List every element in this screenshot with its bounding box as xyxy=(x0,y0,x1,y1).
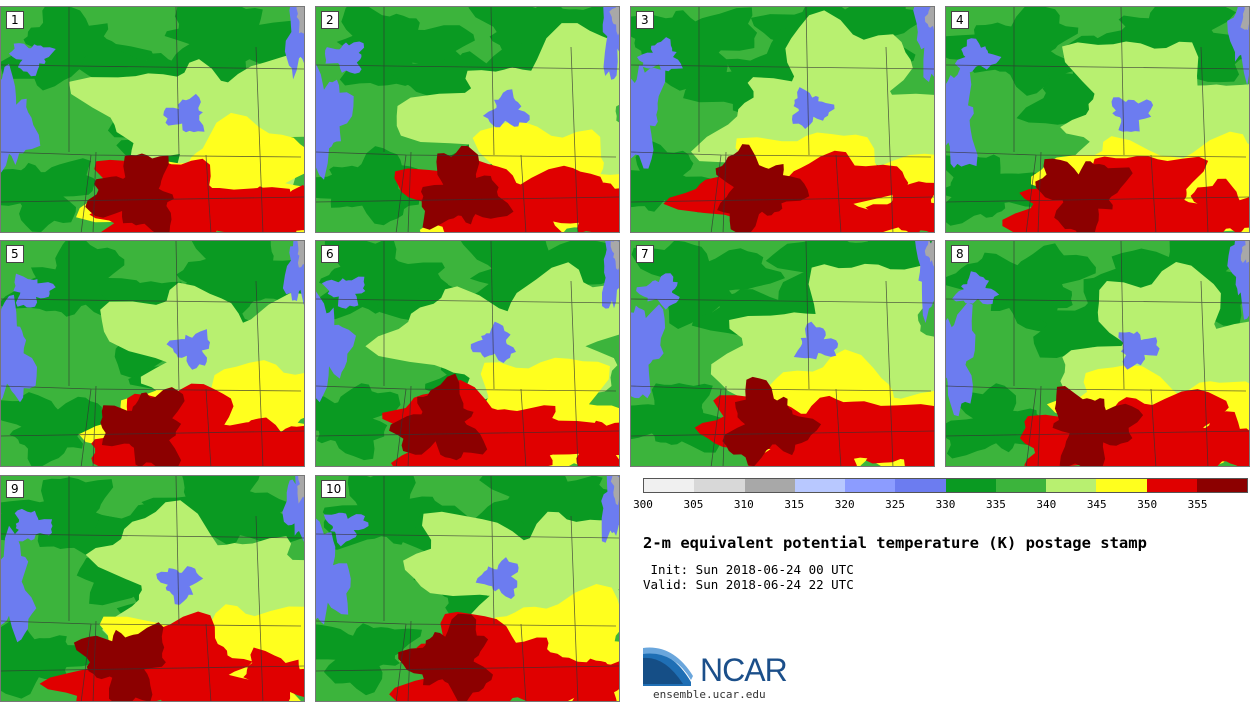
colorbar-segment xyxy=(694,479,745,492)
member-panel-4: 4 xyxy=(945,6,1250,233)
member-number: 9 xyxy=(6,480,24,498)
member-panel-8: 8 xyxy=(945,240,1250,467)
colorbar-tick-label: 305 xyxy=(683,498,704,511)
colorbar-tick-label: 335 xyxy=(985,498,1006,511)
colorbar-tick-label: 330 xyxy=(935,498,956,511)
colorbar xyxy=(643,478,1248,493)
theta-e-map xyxy=(946,7,1249,232)
colorbar-tick-label: 355 xyxy=(1187,498,1208,511)
theta-e-map xyxy=(946,241,1249,466)
init-time: Init: Sun 2018-06-24 00 UTC xyxy=(643,562,854,577)
colorbar-segment xyxy=(845,479,896,492)
colorbar-segment xyxy=(794,479,845,492)
member-panel-3: 3 xyxy=(630,6,935,233)
colorbar-segment xyxy=(1096,479,1147,492)
colorbar-tick-label: 350 xyxy=(1137,498,1158,511)
colorbar-segment xyxy=(1196,479,1247,492)
theta-e-map xyxy=(631,241,934,466)
theta-e-map xyxy=(1,7,304,232)
theta-e-map xyxy=(316,476,619,701)
member-number: 3 xyxy=(636,11,654,29)
member-number: 5 xyxy=(6,245,24,263)
member-number: 8 xyxy=(951,245,969,263)
logo-wordmark: NCAR xyxy=(700,652,788,688)
colorbar-tick-label: 310 xyxy=(733,498,754,511)
colorbar-tick-label: 315 xyxy=(784,498,805,511)
member-panel-9: 9 xyxy=(0,475,305,702)
member-number: 2 xyxy=(321,11,339,29)
member-number: 4 xyxy=(951,11,969,29)
colorbar-segment xyxy=(1046,479,1097,492)
colorbar-tick-label: 345 xyxy=(1086,498,1107,511)
theta-e-map xyxy=(316,241,619,466)
logo-url: ensemble.ucar.edu xyxy=(653,688,766,701)
member-panel-5: 5 xyxy=(0,240,305,467)
theta-e-map xyxy=(1,241,304,466)
colorbar-segment xyxy=(744,479,795,492)
theta-e-map xyxy=(316,7,619,232)
colorbar-segment xyxy=(995,479,1046,492)
colorbar-ticks: 300 305 310 315 320 325 330 335 340 345 350 355 xyxy=(633,498,1248,512)
member-number: 1 xyxy=(6,11,24,29)
member-panel-10: 10 xyxy=(315,475,620,702)
theta-e-map xyxy=(631,7,934,232)
colorbar-tick-label: 325 xyxy=(885,498,906,511)
theta-e-map xyxy=(1,476,304,701)
valid-time: Valid: Sun 2018-06-24 22 UTC xyxy=(643,577,854,592)
member-number: 7 xyxy=(636,245,654,263)
colorbar-tick-label: 340 xyxy=(1036,498,1057,511)
member-panel-6: 6 xyxy=(315,240,620,467)
colorbar-tick-label: 300 xyxy=(633,498,653,511)
member-panel-7: 7 xyxy=(630,240,935,467)
member-number: 10 xyxy=(321,480,347,498)
plot-title: 2-m equivalent potential temperature (K)… xyxy=(643,534,1147,552)
member-number: 6 xyxy=(321,245,339,263)
colorbar-tick-label: 320 xyxy=(834,498,855,511)
colorbar-segment xyxy=(945,479,996,492)
member-panel-2: 2 xyxy=(315,6,620,233)
member-panel-1: 1 xyxy=(0,6,305,233)
ncar-logo-icon xyxy=(643,647,693,686)
colorbar-segment xyxy=(1146,479,1197,492)
colorbar-segment xyxy=(895,479,946,492)
colorbar-segment xyxy=(644,479,695,492)
